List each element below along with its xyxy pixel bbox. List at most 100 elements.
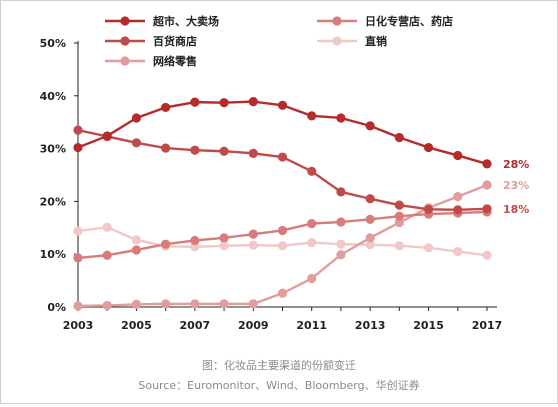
data-point [307, 111, 317, 121]
data-point [453, 192, 463, 202]
data-point [73, 142, 83, 153]
data-point [336, 250, 346, 260]
data-point [277, 288, 288, 298]
chart-caption: 图：化妆品主要渠道的份额变迁 Source：Euromonitor、Wind、B… [0, 358, 558, 394]
data-point [161, 143, 171, 153]
data-point [277, 225, 288, 236]
data-point [336, 217, 346, 227]
data-point [131, 245, 142, 255]
legend-label: 超市、大卖场 [152, 14, 219, 28]
x-tick-label: 2003 [63, 319, 94, 332]
data-point [365, 121, 375, 131]
data-point [73, 125, 83, 135]
data-point [248, 240, 258, 250]
legend-label: 网络零售 [153, 54, 197, 68]
data-point [336, 113, 346, 123]
x-tick-label: 2011 [296, 319, 327, 332]
data-point [482, 204, 492, 214]
data-point [190, 145, 200, 155]
end-value-label: 28% [503, 158, 529, 171]
data-point [131, 113, 142, 123]
x-tick-label: 2005 [121, 319, 152, 332]
chart-axes [77, 41, 497, 308]
data-point [307, 218, 317, 229]
data-point [161, 299, 171, 309]
data-point [423, 142, 434, 153]
chart-series [73, 97, 492, 311]
data-point [277, 100, 288, 110]
data-point [190, 299, 200, 309]
data-point [73, 301, 83, 311]
legend-item: 直销 [317, 34, 387, 48]
data-point [219, 233, 229, 243]
data-point [394, 211, 404, 221]
data-point [102, 250, 112, 260]
legend-item: 日化专营店、药店 [317, 14, 453, 28]
data-point [453, 150, 463, 161]
data-point [248, 148, 258, 158]
data-point [161, 239, 171, 249]
legend-label: 百货商店 [153, 34, 197, 48]
data-point [307, 237, 317, 248]
series-3 [73, 222, 492, 260]
data-point [248, 229, 258, 239]
data-point [453, 205, 463, 215]
x-tick-label: 2017 [472, 319, 503, 332]
series-2 [73, 125, 492, 215]
data-point [336, 239, 346, 249]
data-point [394, 200, 404, 210]
data-point [73, 226, 83, 236]
data-point [394, 217, 404, 228]
data-point [190, 97, 200, 107]
data-point [365, 214, 375, 224]
data-point [73, 253, 83, 263]
data-point [394, 241, 404, 251]
data-point [482, 159, 492, 169]
end-value-label: 18% [503, 203, 529, 216]
data-point [219, 98, 229, 108]
data-point [219, 299, 229, 309]
data-point [365, 194, 375, 204]
series-1 [73, 207, 492, 263]
data-point [190, 242, 200, 252]
legend-swatch-marker [120, 36, 130, 46]
data-point [248, 299, 258, 309]
y-tick-label: 20% [40, 195, 66, 208]
y-axis-ticks: 0% 10% 20% 30% 40% 50% [40, 37, 78, 314]
legend-item: 百货商店 [105, 34, 197, 48]
y-tick-label: 0% [47, 301, 66, 314]
data-point [102, 131, 112, 141]
caption-source: Source：Euromonitor、Wind、Bloomberg、华创证券 [138, 379, 420, 392]
data-point [102, 222, 112, 232]
data-point [219, 241, 229, 251]
data-point [482, 250, 492, 260]
data-point [423, 204, 434, 214]
data-point [190, 235, 200, 246]
legend-swatch-marker [120, 56, 130, 66]
data-point [277, 241, 288, 251]
legend-swatch-marker [120, 16, 130, 26]
data-point [219, 146, 229, 156]
legend-swatch-marker [332, 16, 342, 26]
data-point [365, 240, 375, 250]
legend-label: 日化专营店、药店 [365, 14, 453, 28]
x-tick-label: 2007 [180, 319, 211, 332]
data-point [453, 246, 463, 257]
legend-label: 直销 [365, 34, 387, 48]
legend-item: 超市、大卖场 [105, 14, 219, 28]
x-tick-label: 2013 [355, 319, 386, 332]
legend-swatch-marker [332, 36, 342, 46]
data-point [423, 243, 434, 253]
y-tick-label: 40% [40, 90, 66, 103]
data-point [248, 97, 258, 107]
data-point [394, 132, 404, 143]
end-labels: 28% 18% 23% [503, 158, 529, 216]
data-point [277, 152, 288, 162]
data-point [131, 138, 142, 148]
data-point [131, 235, 142, 245]
data-point [307, 166, 317, 176]
series-0 [73, 97, 492, 169]
